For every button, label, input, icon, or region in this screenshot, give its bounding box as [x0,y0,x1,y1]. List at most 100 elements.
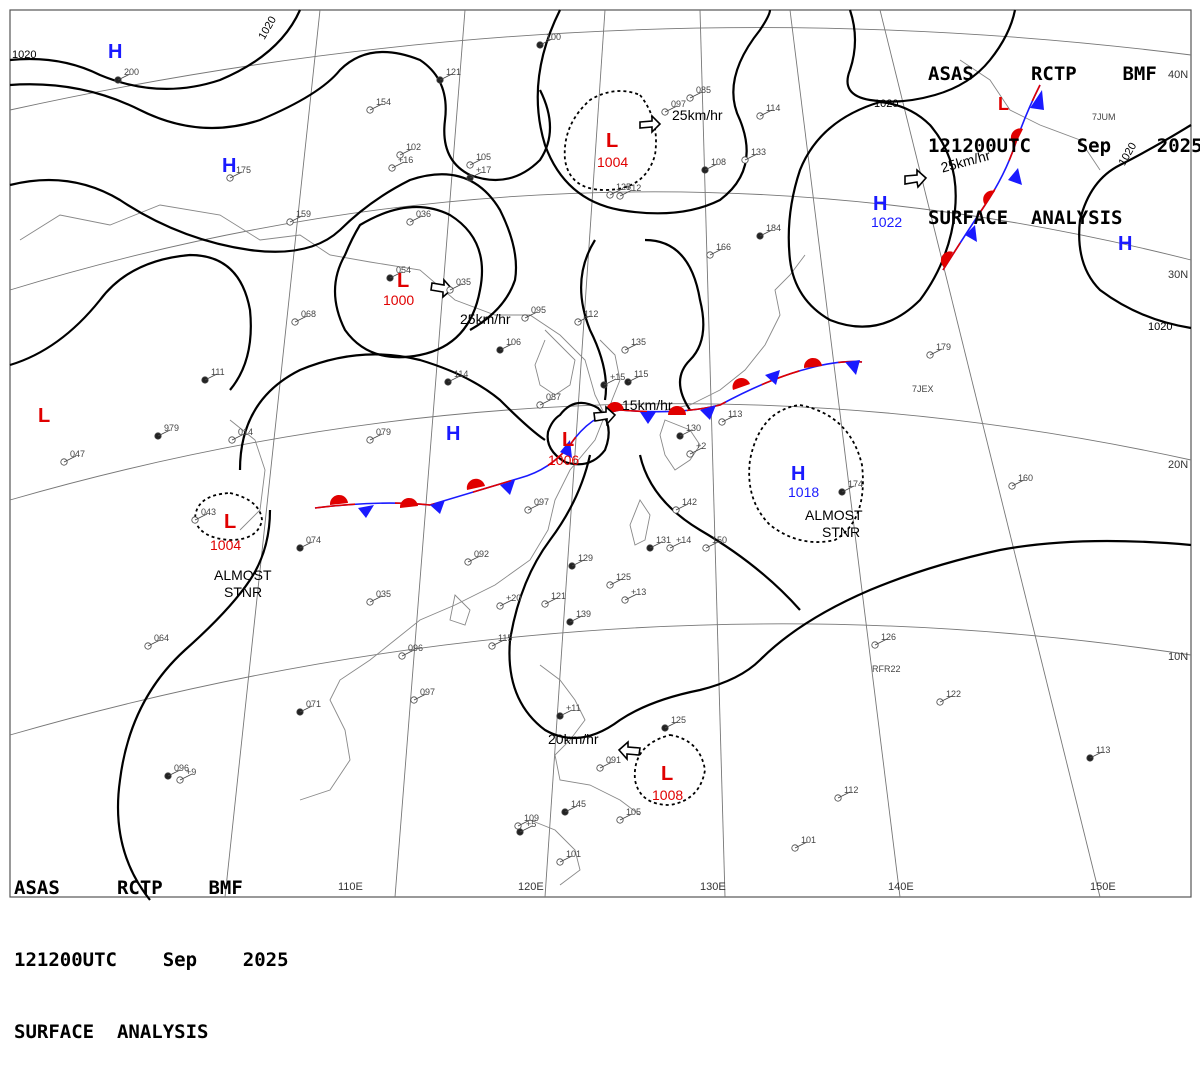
wind-barb [619,813,633,821]
wind-barb [389,271,403,279]
dashed-isobars [194,90,864,806]
wind-barb [369,433,383,441]
pressure-center-value: 1004 [210,537,241,553]
station-pressure-value: +5 [526,819,536,829]
wind-barb [624,593,638,601]
wind-barb [369,595,383,603]
latitude-label: 20N [1168,459,1188,471]
station-pressure-value: 174 [848,479,863,489]
station-pressure-value: 068 [301,309,316,319]
station-pressure-value: +17 [476,165,491,175]
pressure-center-letter: L [661,763,673,785]
wind-barb [624,343,638,351]
wind-barb [117,73,131,81]
station-pressure-value: 054 [396,265,411,275]
movement-speed-label: 20km/hr [548,731,599,747]
stationary-front-northeast [940,84,1044,271]
wind-barb [369,103,383,111]
station-pressure-value: 100 [546,32,561,42]
station-plots [60,38,1103,866]
station-pressure-value: 097 [534,497,549,507]
station-pressure-value: 105 [626,807,641,817]
station-code: 7JUM [1092,112,1116,122]
station-pressure-value: 166 [716,242,731,252]
station-pressure-value: 064 [154,633,169,643]
pressure-center-letter: H [873,193,887,215]
station-pressure-value: +11 [566,703,581,713]
wind-barb [689,91,703,99]
station-pressure-value: 108 [711,157,726,167]
station-pressure-value: 035 [376,589,391,599]
wind-barb [467,555,481,563]
wind-barb [599,761,613,769]
station-pressure-value: 113 [728,409,742,419]
wind-barb [679,429,693,437]
wind-barb [539,398,553,406]
wind-barb [669,541,683,549]
stationary-note: STNR [822,524,860,540]
wind-barb [299,541,313,549]
wind-barb [559,709,573,717]
wind-barb [759,229,773,237]
wind-barb [147,639,161,647]
wind-barb [499,599,513,607]
wind-barb [664,721,678,729]
station-value-labels: 200 175 154 121 102 105 100 159 036 054 035 068 111 0… [70,32,1110,859]
latitude-label: 30N [1168,269,1188,281]
wind-barb [721,415,735,423]
wind-barb [704,163,718,171]
wind-barb [664,105,678,113]
header-line-3: SURFACE ANALYSIS [14,1021,209,1043]
wind-barb [577,315,591,323]
station-pressure-value: 979 [164,423,179,433]
station-pressure-value: +13 [631,587,646,597]
wind-barb [449,283,463,291]
station-pressure-value: 087 [546,392,561,402]
wind-barb [194,513,208,521]
station-pressure-value: 047 [70,449,85,459]
station-pressure-value: 122 [946,689,961,699]
header-line-1: ASAS RCTP BMF [928,63,1157,85]
wind-barb [439,73,453,81]
header-line-2: 121200UTC Sep 2025 [928,135,1200,157]
station-pressure-value: 184 [766,223,781,233]
pressure-center-value: 1018 [788,484,819,500]
station-pressure-value: 079 [376,427,391,437]
isobar-label: 1020 [12,49,36,61]
longitude-gridlines [224,9,1101,898]
movement-speed-label: 25km/hr [460,311,511,327]
pressure-center-letter: H [791,463,805,485]
wind-barb [469,158,483,166]
station-pressure-value: 106 [506,337,521,347]
header-bottom: ASAS RCTP BMF 121200UTC Sep 2025 SURFACE… [14,828,289,1068]
wind-barb [63,455,77,463]
wind-barb [564,805,578,813]
wind-barb [231,433,245,441]
header-line-3: SURFACE ANALYSIS [928,207,1123,229]
station-pressure-value: 175 [236,165,251,175]
station-pressure-value: 043 [201,507,216,517]
isobar-label: 1020 [874,98,898,110]
station-pressure-value: 101 [801,835,816,845]
wind-barb [391,161,405,169]
wind-barb [794,841,808,849]
station-pressure-value: 131 [656,535,671,545]
station-pressure-value: 112 [584,309,598,319]
wind-barb [759,109,773,117]
station-pressure-value: 097 [671,99,686,109]
pressure-center-letter: H [1118,233,1132,255]
wind-barb [167,769,181,777]
station-pressure-value: 125 [616,182,631,192]
station-pressure-value: 114 [766,103,780,113]
wind-barb [409,215,423,223]
longitude-label: 130E [700,881,726,893]
station-pressure-value: 179 [936,342,951,352]
station-pressure-value: 135 [631,337,646,347]
wind-barb [837,791,851,799]
station-pressure-value: 145 [571,799,586,809]
longitude-label: 150E [1090,881,1116,893]
movement-speed-label: 25km/hr [672,107,723,123]
station-pressure-value: 035 [456,277,471,287]
wind-barb [609,188,623,196]
wind-barb [627,375,641,383]
